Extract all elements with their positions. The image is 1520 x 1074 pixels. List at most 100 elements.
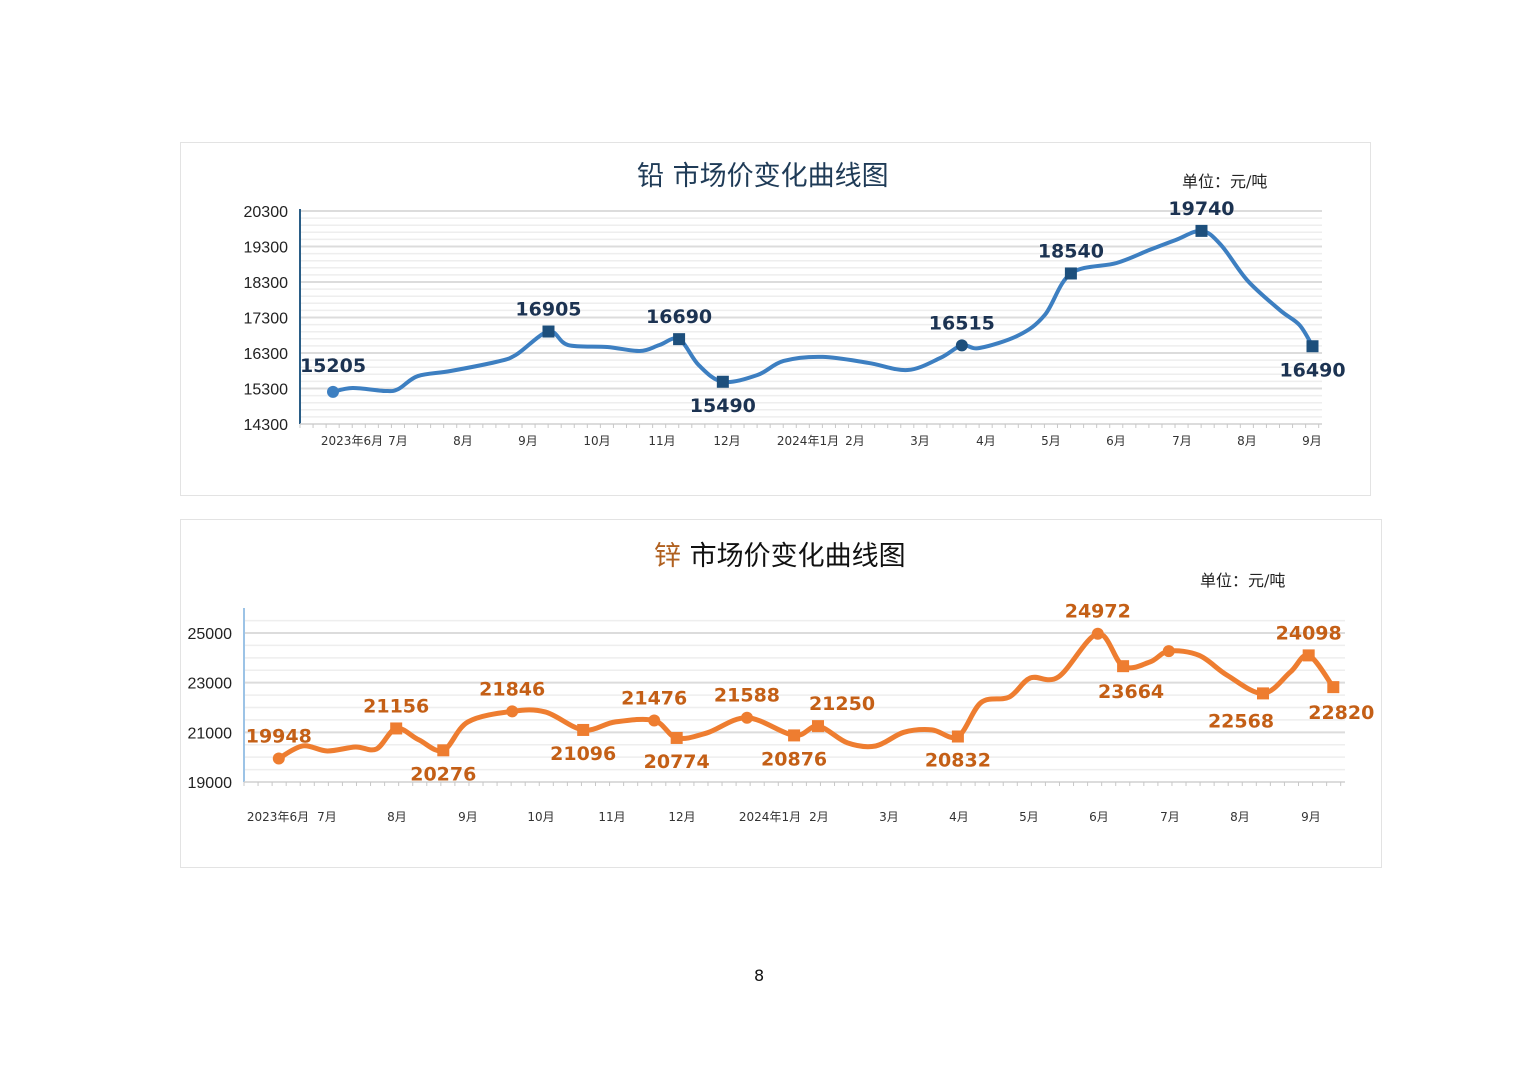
- lead-data-label: 16690: [646, 306, 712, 328]
- lead-x-tick-label: 9月: [1302, 434, 1322, 448]
- lead-y-tick-label: 15300: [244, 382, 289, 399]
- lead-x-tick-label: 9月: [518, 434, 538, 448]
- lead-y-tick-label: 18300: [244, 275, 289, 292]
- zinc-data-point: [1117, 660, 1130, 673]
- lead-data-point: [955, 339, 968, 352]
- lead-title-text: 市场价变化曲线图: [672, 161, 889, 192]
- zinc-data-point: [437, 744, 450, 757]
- lead-y-tick-label: 16300: [244, 346, 289, 363]
- zinc-data-point: [811, 720, 824, 733]
- zinc-unit-label: 单位：元/吨: [1200, 571, 1286, 590]
- lead-price-chart-panel: [180, 142, 1371, 496]
- lead-data-point: [673, 333, 686, 346]
- zinc-data-label: 20876: [761, 748, 827, 770]
- page-number: 8: [754, 966, 765, 985]
- lead-x-tick-label: 8月: [453, 434, 473, 448]
- zinc-data-label: 21588: [714, 685, 780, 707]
- zinc-x-tick-label: 8月: [1230, 810, 1250, 824]
- zinc-x-tick-label: 9月: [1301, 810, 1321, 824]
- lead-x-tick-label: 3月: [910, 434, 930, 448]
- lead-data-label: 16490: [1279, 359, 1345, 381]
- zinc-chart-title: 锌 市场价变化曲线图: [654, 534, 906, 573]
- zinc-data-point: [648, 714, 661, 727]
- lead-x-tick-label: 10月: [583, 434, 610, 448]
- zinc-data-label: 20832: [925, 750, 991, 772]
- zinc-data-label: 21846: [479, 678, 545, 700]
- zinc-data-label: 20774: [644, 751, 710, 773]
- zinc-x-tick-label: 5月: [1019, 810, 1039, 824]
- zinc-data-point: [390, 722, 403, 735]
- lead-x-tick-label: 4月: [976, 434, 996, 448]
- zinc-y-tick-label: 21000: [188, 725, 233, 742]
- lead-unit-label: 单位：元/吨: [1182, 172, 1268, 191]
- lead-data-point: [1195, 224, 1208, 237]
- zinc-x-tick-label: 7月: [1160, 810, 1180, 824]
- zinc-data-point: [740, 711, 753, 724]
- zinc-data-label: 21096: [550, 743, 616, 765]
- zinc-x-tick-label: 11月: [598, 810, 625, 824]
- lead-y-tick-label: 19300: [244, 240, 289, 257]
- lead-chart-title: 铅 市场价变化曲线图: [637, 154, 889, 193]
- zinc-data-point: [670, 731, 683, 744]
- lead-y-tick-label: 17300: [244, 311, 289, 328]
- zinc-data-label: 24098: [1276, 622, 1342, 644]
- zinc-y-tick-label: 25000: [188, 626, 233, 643]
- zinc-price-line: [276, 631, 1336, 761]
- lead-data-label: 19740: [1168, 198, 1234, 220]
- lead-data-point: [1306, 340, 1319, 353]
- zinc-data-point: [577, 723, 590, 736]
- lead-x-tick-label: 6月: [1106, 434, 1126, 448]
- zinc-x-tick-label: 10月: [527, 810, 554, 824]
- zinc-data-label: 24972: [1065, 601, 1131, 623]
- zinc-x-tick-label: 6月: [1089, 810, 1109, 824]
- zinc-data-point: [272, 752, 285, 765]
- zinc-data-point: [1091, 627, 1104, 640]
- lead-data-label: 16515: [929, 312, 995, 334]
- lead-x-tick-label: 2月: [845, 434, 865, 448]
- lead-x-tick-label: 5月: [1041, 434, 1061, 448]
- zinc-x-tick-label: 12月: [668, 810, 695, 824]
- zinc-data-label: 23664: [1098, 681, 1164, 703]
- zinc-x-tick-label: 2023年6月: [247, 810, 309, 824]
- lead-data-point: [327, 385, 339, 398]
- lead-x-tick-label: 2023年6月: [321, 434, 383, 448]
- zinc-data-label: 21250: [809, 693, 875, 715]
- lead-data-label: 16905: [515, 299, 581, 321]
- zinc-data-label: 20276: [410, 763, 476, 785]
- lead-data-point: [716, 375, 729, 388]
- zinc-data-label: 22568: [1208, 710, 1274, 732]
- lead-data-label: 15490: [690, 395, 756, 417]
- zinc-data-point: [1327, 681, 1340, 694]
- zinc-x-tick-label: 8月: [387, 810, 407, 824]
- zinc-data-point: [1302, 649, 1315, 662]
- zinc-data-point: [1256, 687, 1269, 700]
- lead-y-tick-label: 20300: [244, 204, 289, 221]
- lead-x-tick-label: 8月: [1237, 434, 1257, 448]
- zinc-y-tick-label: 19000: [188, 775, 233, 792]
- lead-price-line: [331, 228, 1315, 394]
- zinc-data-point: [951, 730, 964, 743]
- zinc-x-tick-label: 2024年1月: [739, 810, 801, 824]
- zinc-x-tick-label: 3月: [879, 810, 899, 824]
- zinc-data-label: 21156: [363, 695, 429, 717]
- zinc-y-tick-label: 23000: [188, 676, 233, 693]
- zinc-data-point: [788, 729, 801, 742]
- zinc-price-chart-panel: [180, 519, 1382, 868]
- lead-data-label: 15205: [300, 355, 366, 377]
- zinc-title-metal: 锌: [654, 541, 681, 572]
- lead-data-label: 18540: [1038, 240, 1104, 262]
- lead-x-tick-label: 11月: [648, 434, 675, 448]
- zinc-data-point: [1162, 645, 1175, 658]
- zinc-data-label: 19948: [246, 725, 312, 747]
- zinc-x-tick-label: 9月: [458, 810, 478, 824]
- zinc-data-label: 21476: [621, 688, 687, 710]
- zinc-data-label: 22820: [1308, 702, 1374, 724]
- lead-y-tick-label: 14300: [244, 417, 289, 434]
- zinc-x-tick-label: 4月: [949, 810, 969, 824]
- lead-x-tick-label: 7月: [1172, 434, 1192, 448]
- zinc-x-tick-label: 2月: [809, 810, 829, 824]
- zinc-x-tick-label: 7月: [317, 810, 337, 824]
- zinc-data-point: [506, 705, 519, 718]
- lead-x-tick-label: 12月: [713, 434, 740, 448]
